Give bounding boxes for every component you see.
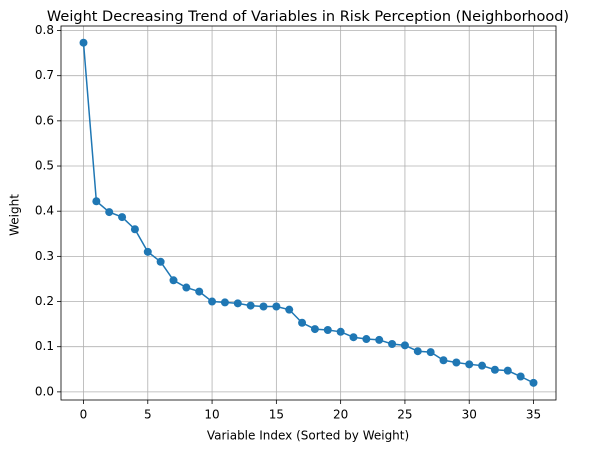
- data-point: [478, 361, 487, 370]
- data-point: [182, 283, 191, 292]
- data-point: [362, 335, 371, 344]
- data-point: [285, 305, 294, 314]
- plot-frame: [60, 25, 557, 401]
- data-point: [156, 257, 165, 266]
- y-tick-label: 0.6: [35, 113, 54, 127]
- data-point: [310, 325, 319, 334]
- x-tick-label: 30: [462, 408, 477, 422]
- data-point: [259, 302, 268, 311]
- data-point: [375, 335, 384, 344]
- data-point: [516, 372, 525, 381]
- x-axis-label: Variable Index (Sorted by Weight): [207, 429, 409, 443]
- data-line: [82, 42, 534, 384]
- data-point: [400, 341, 409, 350]
- chart-title: Weight Decreasing Trend of Variables in …: [47, 9, 569, 25]
- data-point: [529, 378, 538, 387]
- y-tick-label: 0.1: [35, 339, 54, 353]
- data-point: [208, 297, 217, 306]
- y-tick-label: 0.3: [35, 249, 54, 263]
- data-point: [79, 38, 88, 47]
- data-point: [490, 365, 499, 374]
- y-tick-label: 0.4: [35, 204, 54, 218]
- x-tick-label: 10: [204, 408, 219, 422]
- data-point: [323, 325, 332, 334]
- data-point: [118, 213, 127, 222]
- x-tick-label: 25: [397, 408, 412, 422]
- data-point: [143, 247, 152, 256]
- data-point: [336, 327, 345, 336]
- data-point: [130, 225, 139, 234]
- data-point: [233, 299, 242, 308]
- x-tick-label: 15: [269, 408, 284, 422]
- data-point: [349, 333, 358, 342]
- data-point: [426, 348, 435, 357]
- data-point: [388, 339, 397, 348]
- data-point: [92, 197, 101, 206]
- data-point: [439, 356, 448, 365]
- data-point: [298, 318, 307, 327]
- y-axis-label: Weight: [8, 194, 22, 236]
- y-tick-label: 0.7: [35, 68, 54, 82]
- y-tick-label: 0.5: [35, 159, 54, 173]
- data-point: [105, 208, 114, 217]
- data-point: [220, 298, 229, 307]
- y-tick-label: 0.2: [35, 294, 54, 308]
- y-tick-label: 0.0: [35, 384, 54, 398]
- x-tick-label: 20: [333, 408, 348, 422]
- y-tick-label: 0.8: [35, 23, 54, 37]
- data-point: [195, 287, 204, 296]
- data-point: [465, 360, 474, 369]
- x-tick-label: 35: [526, 408, 541, 422]
- x-tick-label: 0: [80, 408, 88, 422]
- data-point: [452, 358, 461, 367]
- data-point: [503, 366, 512, 375]
- data-point: [272, 302, 281, 311]
- data-point: [169, 276, 178, 285]
- data-point: [246, 301, 255, 310]
- x-tick-label: 5: [144, 408, 152, 422]
- data-point: [413, 347, 422, 356]
